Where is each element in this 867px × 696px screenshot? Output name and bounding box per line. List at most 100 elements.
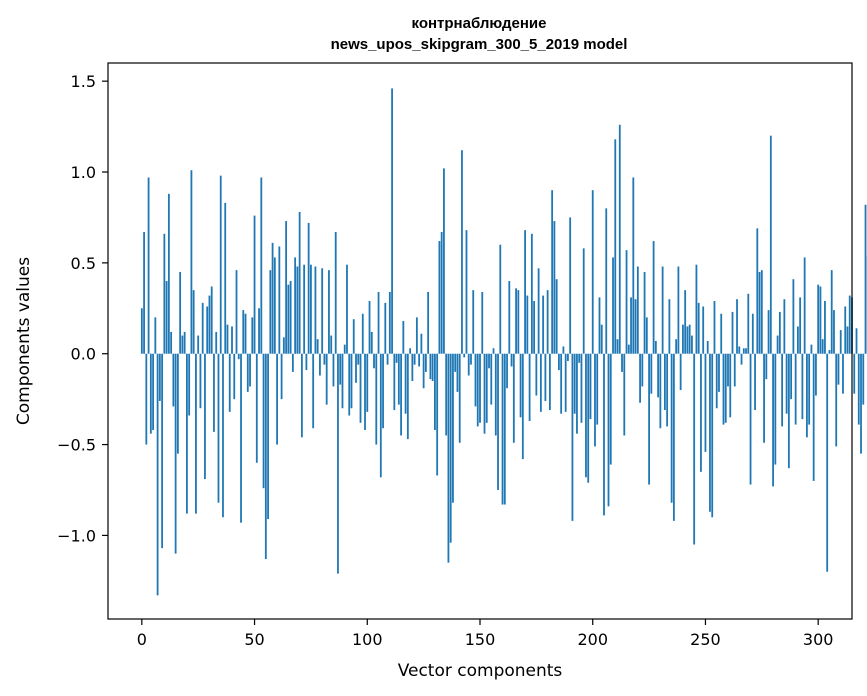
bar-207 [607, 353, 610, 507]
bar-241 [684, 290, 687, 354]
bar-134 [443, 168, 445, 354]
bar-314 [848, 295, 851, 354]
bar-69 [296, 266, 299, 354]
bar-198 [587, 353, 590, 483]
bar-211 [616, 339, 619, 354]
bar-130 [434, 353, 436, 431]
bar-240 [682, 324, 684, 354]
bar-143 [463, 353, 466, 358]
bar-104 [375, 353, 378, 445]
bar-189 [567, 353, 569, 361]
bar-61 [278, 246, 281, 354]
bar-300 [817, 284, 820, 354]
bar-68 [294, 257, 297, 354]
bar-21 [188, 353, 191, 416]
bar-35 [219, 175, 222, 354]
bar-108 [384, 302, 387, 354]
bar-47 [246, 353, 249, 392]
bar-228 [654, 341, 657, 354]
bar-136 [447, 353, 450, 563]
bar-229 [657, 353, 660, 398]
bar-53 [260, 177, 263, 354]
bar-268 [745, 348, 747, 354]
bar-266 [740, 353, 743, 365]
bar-172 [528, 353, 531, 421]
bar-3 [147, 177, 150, 354]
bar-260 [727, 353, 729, 387]
bar-216 [627, 344, 630, 354]
bar-222 [641, 353, 644, 387]
bar-91 [346, 264, 348, 354]
bar-301 [819, 286, 822, 354]
bar-73 [305, 353, 308, 371]
bar-117 [404, 353, 407, 414]
bar-39 [228, 353, 231, 412]
bar-244 [691, 335, 693, 354]
bar-162 [506, 353, 508, 389]
bar-246 [695, 264, 698, 354]
bar-118 [406, 353, 409, 440]
y-axis-label: Components values [14, 257, 34, 425]
bar-181 [548, 353, 551, 411]
bar-169 [521, 353, 524, 460]
bar-298 [812, 353, 815, 481]
bar-97 [359, 353, 362, 423]
bar-164 [510, 353, 513, 367]
bar-87 [337, 353, 339, 574]
bar-212 [618, 124, 621, 354]
bar-127 [427, 291, 430, 354]
bar-37 [224, 202, 227, 354]
bar-205 [603, 353, 605, 516]
x-tick-label-250: 250 [690, 630, 721, 649]
bar-45 [242, 310, 245, 354]
bar-277 [765, 353, 768, 380]
bar-119 [409, 348, 412, 354]
bar-153 [485, 353, 488, 423]
bar-275 [760, 270, 763, 354]
bar-29 [206, 306, 209, 354]
bar-80 [321, 268, 324, 354]
bar-170 [524, 230, 526, 354]
bar-176 [537, 268, 540, 354]
bar-62 [280, 353, 283, 400]
bar-72 [303, 264, 306, 354]
bar-49 [251, 317, 254, 354]
bar-67 [291, 353, 294, 372]
bar-177 [539, 353, 542, 412]
bar-193 [576, 353, 578, 434]
bar-64 [285, 221, 288, 354]
bar-100 [366, 353, 369, 412]
bar-121 [413, 353, 416, 365]
bar-237 [675, 339, 678, 354]
bar-76 [312, 353, 315, 429]
bar-151 [481, 291, 484, 354]
bar-58 [271, 242, 274, 354]
bar-138 [452, 353, 454, 503]
bar-206 [605, 208, 608, 354]
bar-31 [210, 286, 213, 354]
bar-194 [578, 353, 581, 363]
bar-132 [438, 241, 441, 354]
bar-107 [382, 353, 384, 429]
bar-81 [323, 353, 326, 365]
bar-196 [582, 248, 585, 354]
bar-255 [715, 353, 718, 409]
bar-152 [483, 353, 486, 434]
bar-125 [422, 353, 425, 389]
bar-135 [445, 353, 448, 436]
bar-23 [192, 290, 195, 354]
bar-307 [833, 310, 835, 354]
bar-2 [145, 353, 148, 445]
bar-122 [415, 317, 418, 354]
bar-150 [479, 353, 481, 423]
bar-264 [736, 299, 738, 354]
bar-175 [535, 353, 538, 396]
chart-title-line-1: контрнаблюдение [412, 15, 547, 32]
bar-111 [391, 88, 393, 354]
bar-190 [569, 217, 572, 354]
bar-155 [490, 353, 493, 405]
bar-278 [767, 310, 770, 354]
bar-306 [830, 270, 833, 354]
bar-8 [158, 353, 161, 401]
bar-90 [343, 344, 346, 354]
